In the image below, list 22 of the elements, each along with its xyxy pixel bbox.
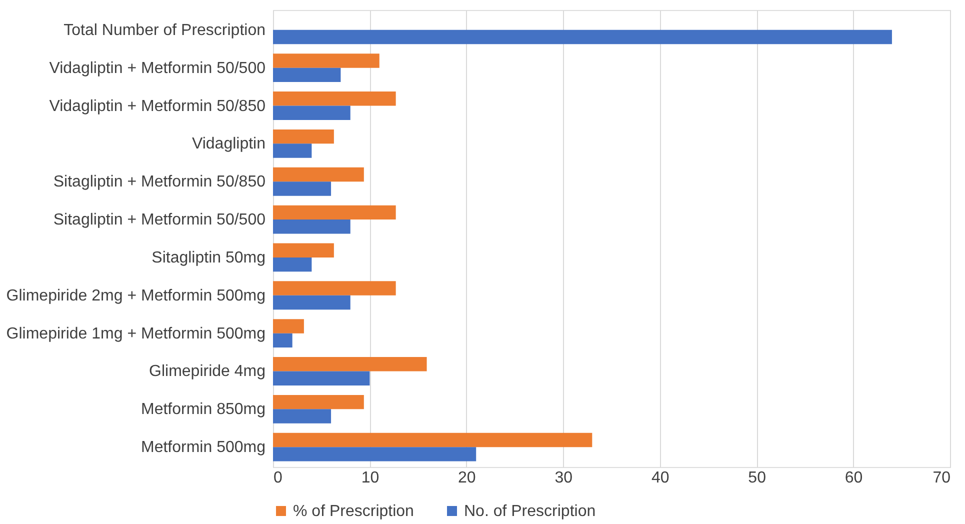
x-tick-label: 20 [458,470,476,486]
y-tick-label: Vidagliptin + Metformin 50/850 [49,98,266,115]
y-tick-label: Metformin 500mg [141,439,266,456]
y-tick-label: Sitagliptin + Metformin 50/500 [53,212,266,229]
y-tick-label: Sitagliptin 50mg [152,249,266,266]
y-tick-label: Vidagliptin + Metformin 50/500 [49,60,266,77]
x-tick-label: 60 [844,470,863,486]
x-tick-label: 0 [274,470,282,486]
y-tick-label: Total Number of Prescription [64,22,266,39]
y-tick-label: Glimepiride 1mg + Metformin 500mg [6,325,266,342]
y-tick-label: Glimepiride 4mg [149,363,266,380]
x-tick-label: 70 [932,470,951,486]
y-tick-label: Glimepiride 2mg + Metformin 500mg [6,287,266,304]
y-tick-label: Vidagliptin [192,136,266,153]
x-tick-label: 10 [361,470,380,486]
x-tick-label: 40 [651,470,670,486]
legend-label: % of Prescription [293,503,414,520]
x-tick-label: 50 [748,470,766,486]
y-tick-label: Metformin 850mg [141,401,266,418]
y-tick-label: Sitagliptin + Metformin 50/850 [53,174,266,191]
x-tick-label: 30 [554,470,573,486]
legend-label: No. of Prescription [464,503,596,520]
